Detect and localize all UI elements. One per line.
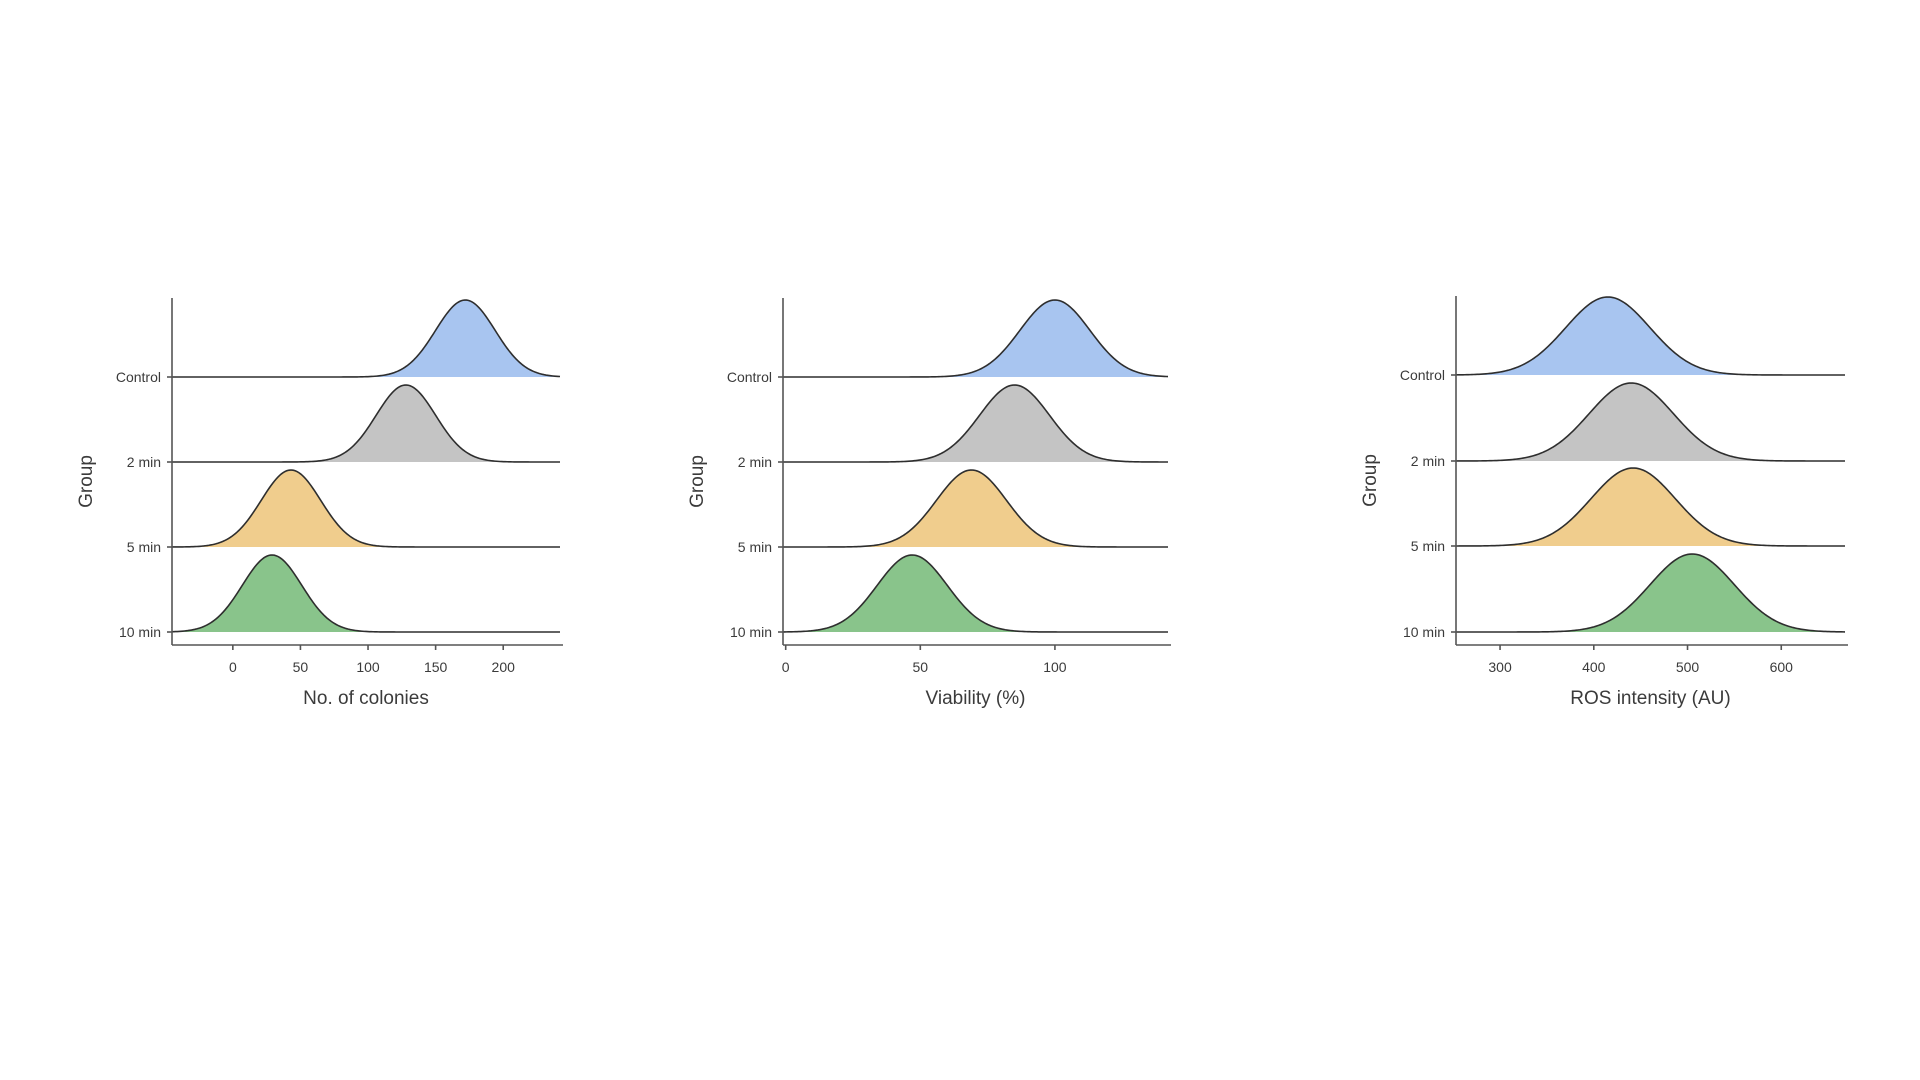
ridge-fill-10-min xyxy=(172,555,560,632)
ridge-line-10-min xyxy=(171,554,560,633)
ridge-fill-2-min xyxy=(1456,383,1845,461)
ridge-line-5-min xyxy=(172,469,560,548)
y-tick-label: 5 min xyxy=(1411,538,1445,554)
y-tick-label: Control xyxy=(116,369,161,385)
ridgeline-panel-viability: Control 2 min 5 min 10 min 0 50 100 Viability (… xyxy=(687,298,1171,709)
x-tick-label: 100 xyxy=(1043,659,1067,675)
ridge-line-5-min xyxy=(783,469,1168,548)
y-axis-title: Group xyxy=(76,455,97,508)
ridge-fill-control xyxy=(172,300,560,377)
y-tick-label: 2 min xyxy=(127,454,161,470)
ridge-fill-10-min xyxy=(1456,554,1845,632)
ridgeline-panel-colonies: Control 2 min 5 min 10 min 0 50 100 150 200 No. o… xyxy=(76,298,563,709)
y-axis-title: Group xyxy=(687,455,708,508)
x-tick-label: 0 xyxy=(229,659,237,675)
ridge-fill-5-min xyxy=(172,470,560,547)
ridge-fill-2-min xyxy=(172,385,560,462)
x-tick-label: 0 xyxy=(782,659,790,675)
x-axis-title: No. of colonies xyxy=(303,688,429,709)
y-tick-label: 5 min xyxy=(127,539,161,555)
ridge-fill-control xyxy=(1456,297,1845,375)
y-tick-label: Control xyxy=(1400,367,1445,383)
ridge-line-control xyxy=(1455,296,1845,376)
ridge-line-control xyxy=(783,299,1169,378)
ridge-line-control xyxy=(172,299,561,378)
ridge-line-2-min xyxy=(1455,382,1845,462)
ridge-line-2-min xyxy=(783,384,1168,463)
y-tick-label: 2 min xyxy=(738,454,772,470)
x-axis-title: Viability (%) xyxy=(926,688,1026,709)
x-axis-title: ROS intensity (AU) xyxy=(1570,688,1730,709)
x-tick-label: 50 xyxy=(913,659,929,675)
ridge-line-10-min xyxy=(782,554,1168,633)
y-tick-label: Control xyxy=(727,369,772,385)
ridge-fill-5-min xyxy=(1456,468,1845,546)
x-tick-label: 400 xyxy=(1582,659,1606,675)
y-tick-label: 10 min xyxy=(1403,624,1445,640)
ridge-line-2-min xyxy=(172,384,560,463)
x-tick-label: 100 xyxy=(356,659,380,675)
ridge-fill-2-min xyxy=(783,385,1168,462)
ridge-fill-5-min xyxy=(783,470,1168,547)
ridge-line-5-min xyxy=(1456,467,1845,547)
ridge-line-10-min xyxy=(1456,553,1846,633)
ridge-fill-10-min xyxy=(783,555,1168,632)
x-tick-label: 300 xyxy=(1488,659,1512,675)
x-tick-label: 200 xyxy=(492,659,516,675)
ridge-fill-control xyxy=(783,300,1168,377)
ridgeline-panel-ros: Control 2 min 5 min 10 min 300 400 500 600 ROS i… xyxy=(1360,296,1848,709)
y-tick-label: 10 min xyxy=(119,624,161,640)
x-tick-label: 500 xyxy=(1676,659,1700,675)
x-tick-label: 600 xyxy=(1770,659,1794,675)
y-tick-label: 2 min xyxy=(1411,453,1445,469)
x-tick-label: 50 xyxy=(293,659,309,675)
x-tick-label: 150 xyxy=(424,659,448,675)
y-tick-label: 5 min xyxy=(738,539,772,555)
y-axis-title: Group xyxy=(1360,454,1381,507)
y-tick-label: 10 min xyxy=(730,624,772,640)
